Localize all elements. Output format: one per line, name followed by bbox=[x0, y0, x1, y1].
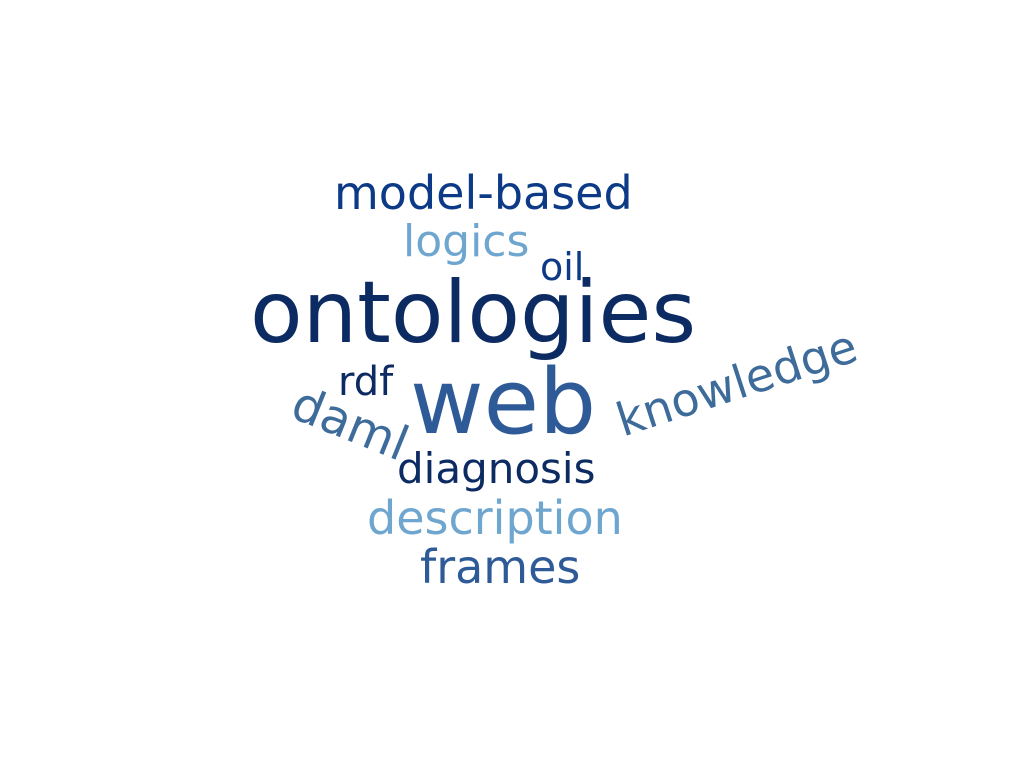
word-oil: oil bbox=[540, 245, 585, 289]
word-description: description bbox=[367, 491, 623, 545]
word-ontologies: ontologies bbox=[250, 263, 697, 363]
word-frames: frames bbox=[420, 540, 581, 594]
word-logics: logics bbox=[403, 216, 530, 267]
word-model-based: model-based bbox=[334, 166, 633, 220]
word-web: web bbox=[410, 350, 597, 455]
word-rdf: rdf bbox=[338, 359, 394, 405]
word-diagnosis: diagnosis bbox=[397, 444, 596, 493]
